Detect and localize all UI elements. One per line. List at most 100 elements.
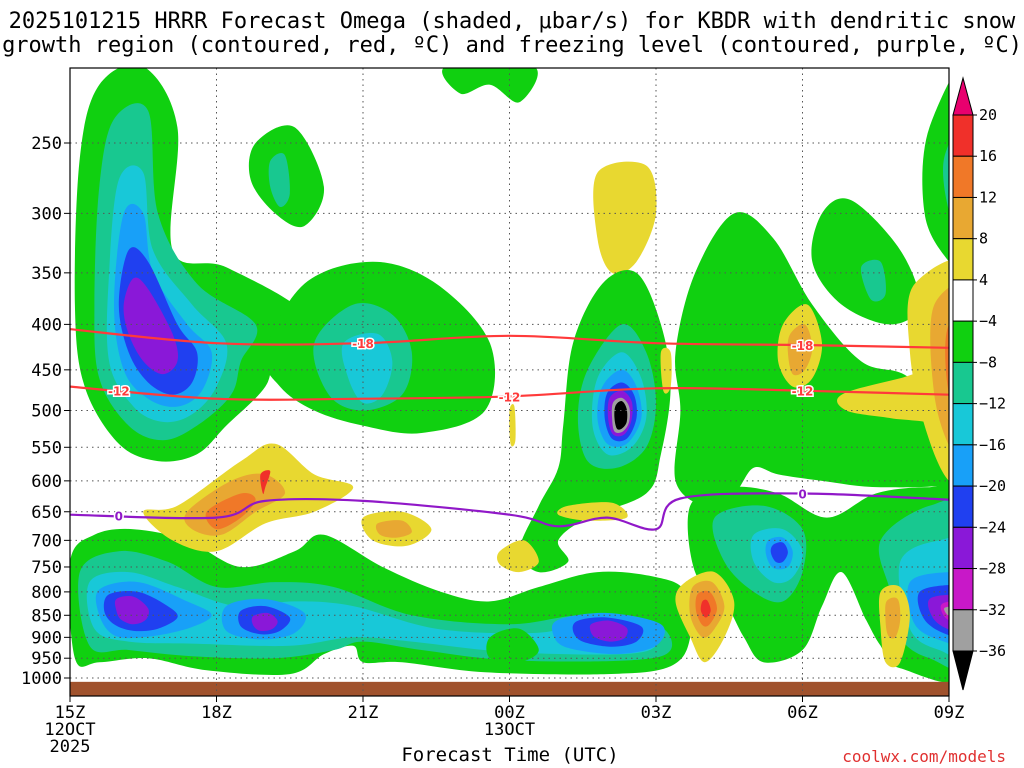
shade-region bbox=[614, 401, 628, 430]
y-tick-label: 750 bbox=[31, 558, 62, 578]
colorbar-label: −28 bbox=[979, 560, 1006, 578]
colorbar-swatch bbox=[952, 568, 974, 611]
shade-region bbox=[251, 612, 278, 632]
x-tick-label: 18Z bbox=[201, 703, 232, 723]
contour-label: -12 bbox=[108, 385, 130, 399]
shade-region bbox=[922, 82, 949, 262]
colorbar-label: 20 bbox=[979, 106, 997, 124]
colorbar-swatch bbox=[952, 279, 974, 322]
contour-label: -12 bbox=[792, 385, 814, 399]
shade-region bbox=[123, 277, 179, 375]
shade-region bbox=[860, 259, 887, 302]
shade-region bbox=[770, 542, 788, 563]
colorbar-label: −24 bbox=[979, 518, 1006, 536]
x-tick-label: 09Z bbox=[934, 703, 965, 723]
colorbar-label: −12 bbox=[979, 395, 1006, 413]
y-tick-label: 600 bbox=[31, 472, 62, 492]
y-tick-label: 250 bbox=[31, 134, 62, 154]
y-tick-label: 700 bbox=[31, 531, 62, 551]
y-tick-label: 1000 bbox=[21, 669, 62, 689]
shade-region bbox=[205, 492, 256, 530]
colorbar-swatch bbox=[952, 485, 974, 528]
x-tick-label: 03Z bbox=[641, 703, 672, 723]
shade-region bbox=[509, 404, 516, 447]
colorbar-swatch bbox=[952, 444, 974, 487]
contour-lines: -18 -18 -12 -12 -12 0 0 bbox=[70, 328, 949, 531]
colorbar-label: −16 bbox=[979, 436, 1006, 454]
shade-region bbox=[557, 502, 628, 521]
colorbar-swatch bbox=[952, 114, 974, 157]
colorbar-swatch bbox=[952, 609, 974, 652]
shade-region bbox=[442, 68, 538, 103]
colorbar-label: −8 bbox=[979, 353, 997, 371]
shade-region bbox=[260, 470, 271, 495]
colorbar-swatch bbox=[952, 238, 974, 281]
contour-line bbox=[70, 328, 949, 349]
colorbar-label: −20 bbox=[979, 477, 1006, 495]
colorbar-label: −36 bbox=[979, 642, 1006, 660]
colorbar-swatch bbox=[952, 196, 974, 240]
shade-region bbox=[945, 324, 949, 395]
y-tick-label: 550 bbox=[31, 438, 62, 458]
colorbar-label: 12 bbox=[979, 188, 997, 206]
colorbar-swatch bbox=[952, 155, 974, 198]
y-tick-label: 950 bbox=[31, 649, 62, 669]
shade-region bbox=[811, 198, 920, 325]
colorbar-label: −4 bbox=[979, 312, 997, 330]
y-tick-label: 350 bbox=[31, 264, 62, 284]
y-tick-label: 500 bbox=[31, 402, 62, 422]
x-tick-label: 12OCT bbox=[44, 720, 95, 740]
x-tick-label: 2025 bbox=[50, 737, 91, 757]
colorbar-label: 4 bbox=[979, 271, 988, 289]
x-tick-label: 15Z bbox=[55, 703, 86, 723]
colorbar-swatch bbox=[952, 320, 974, 363]
contour-label: 0 bbox=[115, 510, 123, 524]
colorbar-cap-top bbox=[952, 76, 974, 116]
contour-line bbox=[70, 385, 949, 401]
contour-label: -12 bbox=[499, 390, 521, 404]
contour-line bbox=[70, 492, 949, 531]
shade-region bbox=[787, 323, 813, 376]
shade-region bbox=[375, 520, 412, 538]
shade-region bbox=[943, 143, 949, 211]
contour-label: -18 bbox=[792, 339, 814, 353]
x-tick-label: 06Z bbox=[787, 703, 818, 723]
shade-region bbox=[885, 597, 901, 639]
omega-shading bbox=[70, 68, 949, 696]
shade-region bbox=[268, 153, 290, 208]
colorbar: 20 16 12 8 4 −4 −8 −12 −16 −20 −24 −28 −32 −36 bbox=[952, 76, 1006, 691]
shade-region bbox=[593, 161, 657, 275]
shade-region bbox=[660, 347, 672, 394]
y-tick-label: 900 bbox=[31, 628, 62, 648]
ground-band bbox=[70, 681, 949, 696]
credit-text: coolwx.com/models bbox=[842, 747, 1006, 766]
x-tick-label: 21Z bbox=[348, 703, 379, 723]
y-tick-label: 450 bbox=[31, 361, 62, 381]
chart-title-line2: growth region (contoured, red, ºC) and f… bbox=[2, 33, 1022, 58]
y-tick-label: 400 bbox=[31, 315, 62, 335]
shade-region bbox=[341, 333, 393, 404]
colorbar-swatch bbox=[952, 526, 974, 570]
y-tick-label: 800 bbox=[31, 583, 62, 603]
x-tick-label: 00Z bbox=[494, 703, 525, 723]
contour-label: 0 bbox=[798, 488, 806, 502]
shade-region bbox=[944, 606, 949, 616]
colorbar-swatch bbox=[952, 403, 974, 446]
chart-title-line1: 2025101215 HRRR Forecast Omega (shaded, … bbox=[8, 9, 1016, 34]
x-tick-label: 13OCT bbox=[484, 720, 535, 740]
colorbar-label: 16 bbox=[979, 147, 997, 165]
x-axis-title: Forecast Time (UTC) bbox=[401, 744, 619, 766]
shade-region bbox=[700, 599, 711, 618]
shade-region bbox=[496, 540, 539, 573]
y-axis: 2503003504004505005506006507007508008509… bbox=[21, 134, 70, 689]
shade-region bbox=[114, 596, 149, 625]
colorbar-label: 8 bbox=[979, 230, 988, 248]
shade-region bbox=[930, 287, 949, 446]
colorbar-swatch bbox=[952, 361, 974, 405]
colorbar-label: −32 bbox=[979, 601, 1006, 619]
y-tick-label: 650 bbox=[31, 503, 62, 523]
y-tick-label: 850 bbox=[31, 606, 62, 626]
shade-region bbox=[589, 620, 628, 642]
